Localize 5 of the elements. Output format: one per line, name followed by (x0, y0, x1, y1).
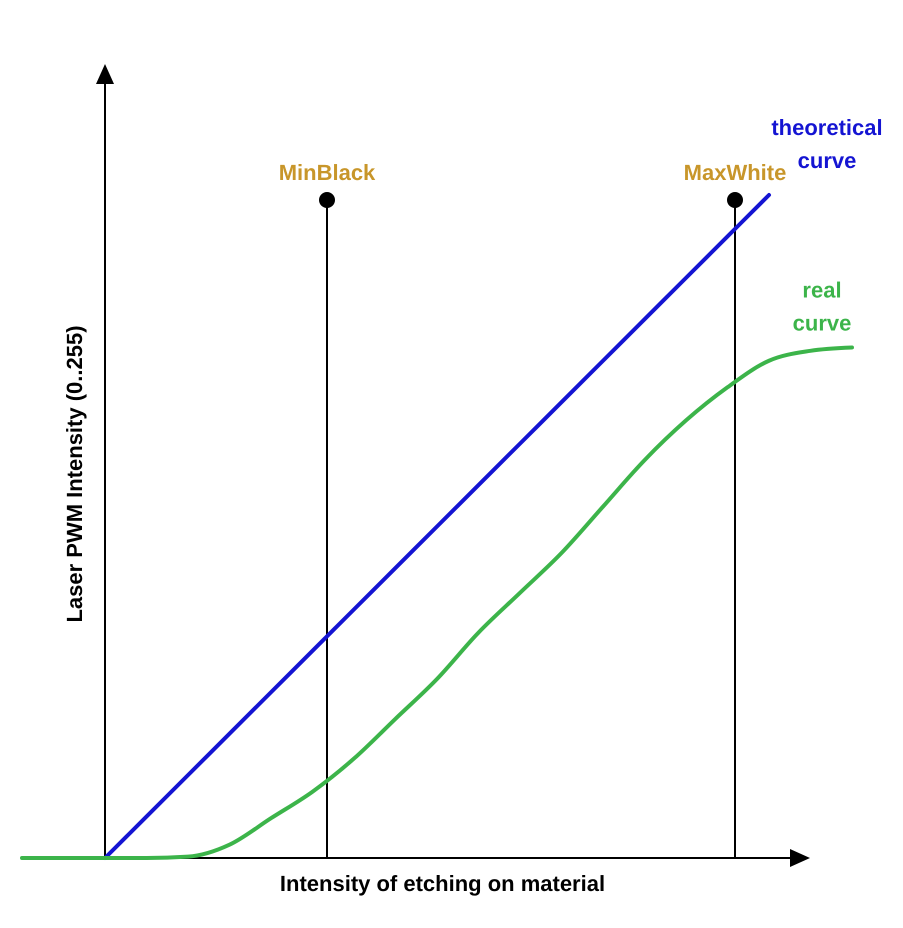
y-axis-title: Laser PWM Intensity (0..255) (62, 325, 87, 623)
series-label: real curve (792, 277, 852, 336)
text: MaxWhite (684, 160, 786, 185)
text: MinBlack (278, 160, 376, 185)
x-axis-title: Intensity of etching on material (280, 871, 606, 896)
